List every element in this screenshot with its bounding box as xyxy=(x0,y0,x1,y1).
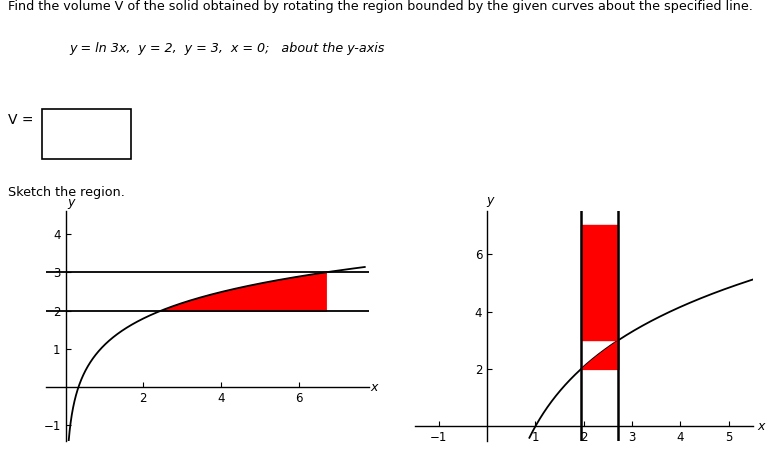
Text: y: y xyxy=(68,196,75,209)
Text: V =: V = xyxy=(8,113,33,128)
Bar xyxy=(42,109,131,159)
Text: y: y xyxy=(486,194,493,207)
Text: y = ln 3x,  y = 2,  y = 3,  x = 0;   about the y-axis: y = ln 3x, y = 2, y = 3, x = 0; about th… xyxy=(69,42,385,56)
Text: x: x xyxy=(371,381,378,393)
Text: x: x xyxy=(757,420,765,433)
Text: Sketch the region.: Sketch the region. xyxy=(8,186,124,199)
Text: Find the volume V of the solid obtained by rotating the region bounded by the gi: Find the volume V of the solid obtained … xyxy=(8,0,753,13)
